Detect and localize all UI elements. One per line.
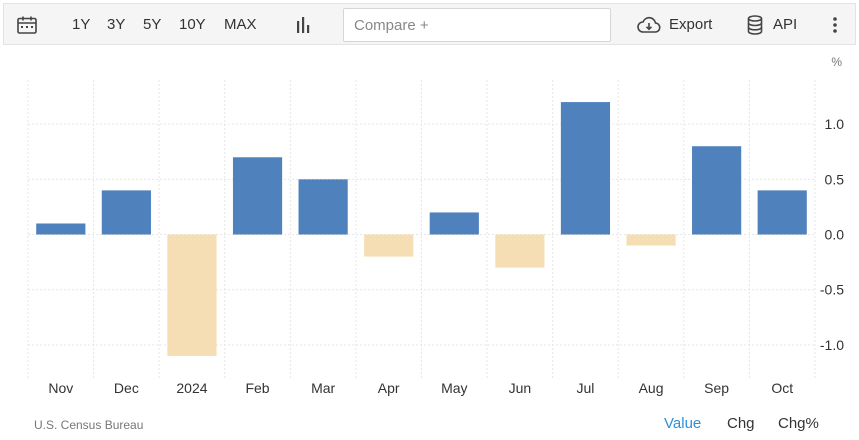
x-tick-label: Mar xyxy=(311,380,335,396)
more-vertical-icon[interactable] xyxy=(832,17,838,33)
x-tick-label: Dec xyxy=(114,380,139,396)
bar-nov[interactable] xyxy=(36,223,86,235)
view-chg-button[interactable]: Chg xyxy=(727,415,755,432)
bar-sep[interactable] xyxy=(692,146,742,235)
bar-feb[interactable] xyxy=(232,157,283,235)
bars xyxy=(36,102,807,356)
x-tick-label: Jun xyxy=(509,380,532,396)
y-tick-label: -0.5 xyxy=(820,282,844,298)
x-tick-label: Jul xyxy=(577,380,595,396)
unit-label: % xyxy=(831,55,842,69)
x-tick-labels: Nov Dec 2024 Feb Mar Apr May Jun Jul Aug Sep Oct xyxy=(48,380,793,396)
range-1y-button[interactable]: 1Y xyxy=(72,16,91,33)
bar-mar[interactable] xyxy=(298,179,348,235)
x-tick-label: Feb xyxy=(245,380,269,396)
range-10y-button[interactable]: 10Y xyxy=(179,16,206,33)
bar-oct[interactable] xyxy=(757,190,807,235)
database-icon[interactable] xyxy=(747,15,763,35)
bar-chart: Nov Dec 2024 Feb Mar Apr May Jun Jul Aug Sep Oct 1.… xyxy=(27,55,844,396)
range-3y-button[interactable]: 3Y xyxy=(107,16,126,33)
view-chg-pct-button[interactable]: Chg% xyxy=(778,415,819,432)
bar-jun[interactable] xyxy=(495,234,545,268)
y-tick-labels: 1.0 0.5 0.0 -0.5 -1.0 xyxy=(820,116,844,353)
x-tick-label: Nov xyxy=(48,380,73,396)
bar-2024[interactable] xyxy=(167,234,217,356)
compare-input[interactable] xyxy=(343,8,611,42)
export-button[interactable]: Export xyxy=(669,16,713,33)
x-tick-label: May xyxy=(441,380,467,396)
bar-may[interactable] xyxy=(429,212,479,235)
calendar-icon[interactable] xyxy=(17,16,37,34)
horizontal-gridlines xyxy=(28,123,815,346)
y-tick-label: -1.0 xyxy=(820,337,844,353)
x-tick-label: Oct xyxy=(771,380,793,396)
range-max-button[interactable]: MAX xyxy=(224,16,257,33)
cloud-download-icon[interactable] xyxy=(637,16,661,34)
x-tick-label: Sep xyxy=(704,380,729,396)
range-5y-button[interactable]: 5Y xyxy=(143,16,162,33)
bar-aug[interactable] xyxy=(626,234,676,246)
y-tick-label: 1.0 xyxy=(825,116,845,132)
y-tick-label: 0.5 xyxy=(825,171,845,187)
bar-apr[interactable] xyxy=(364,234,414,257)
vertical-gridlines xyxy=(27,80,816,378)
bar-jul[interactable] xyxy=(560,102,611,235)
view-value-button[interactable]: Value xyxy=(664,415,702,432)
chart-toolbar: 1Y 3Y 5Y 10Y MAX Export API xyxy=(3,3,856,45)
api-button[interactable]: API xyxy=(773,16,798,33)
bar-chart-icon[interactable] xyxy=(296,17,312,33)
source-label: U.S. Census Bureau xyxy=(34,418,144,432)
bar-dec[interactable] xyxy=(101,190,151,235)
y-tick-label: 0.0 xyxy=(825,227,845,243)
x-tick-label: Apr xyxy=(378,380,400,396)
x-tick-label: Aug xyxy=(639,380,664,396)
x-tick-label: 2024 xyxy=(176,380,207,396)
